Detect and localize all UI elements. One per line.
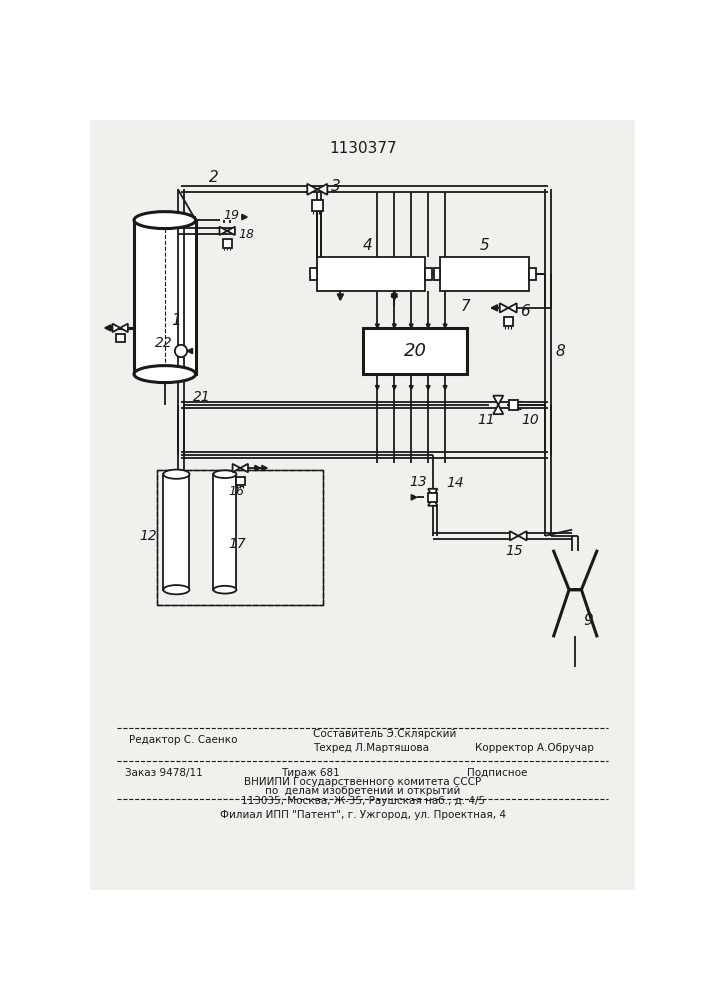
Text: 11: 11 [478, 413, 496, 427]
Polygon shape [493, 405, 503, 414]
Polygon shape [409, 324, 413, 328]
Text: 9: 9 [583, 613, 592, 628]
Text: 19: 19 [223, 209, 240, 222]
Text: Редактор С. Саенко: Редактор С. Саенко [129, 735, 237, 745]
Bar [115, 334, 125, 342]
Text: 113035, Москва, Ж-35, Раушская наб., д. 4/5: 113035, Москва, Ж-35, Раушская наб., д. … [240, 796, 485, 806]
Polygon shape [426, 324, 430, 328]
Text: 20: 20 [404, 342, 427, 360]
Text: 21: 21 [192, 390, 210, 404]
Text: Филиал ИПП "Патент", г. Ужгород, ул. Проектная, 4: Филиал ИПП "Патент", г. Ужгород, ул. Про… [220, 810, 506, 820]
Bar [433, 268, 440, 280]
Bar [134, 220, 196, 374]
Polygon shape [120, 324, 128, 332]
Ellipse shape [134, 212, 196, 229]
Bar [503, 317, 513, 326]
Polygon shape [242, 214, 247, 220]
Polygon shape [262, 465, 267, 471]
Bar [235, 477, 245, 485]
Text: 7: 7 [461, 299, 471, 314]
Ellipse shape [134, 366, 196, 383]
Polygon shape [428, 497, 438, 506]
Polygon shape [308, 184, 317, 195]
Text: 6: 6 [520, 304, 530, 319]
Polygon shape [375, 386, 379, 389]
Text: 3: 3 [331, 179, 341, 194]
Bar [312, 200, 322, 211]
Text: 15: 15 [506, 544, 523, 558]
Text: 16: 16 [228, 485, 245, 498]
Text: 12: 12 [140, 529, 158, 543]
Polygon shape [233, 464, 240, 472]
Polygon shape [443, 324, 447, 328]
Polygon shape [392, 324, 396, 328]
Text: 13: 13 [409, 475, 428, 489]
Text: 17: 17 [229, 536, 247, 550]
Polygon shape [375, 324, 379, 328]
Text: 8: 8 [556, 344, 566, 359]
Bar [529, 268, 536, 280]
Text: 10: 10 [521, 413, 539, 427]
Ellipse shape [163, 470, 189, 479]
Polygon shape [109, 325, 115, 331]
Polygon shape [493, 396, 503, 405]
Text: Подписное: Подписное [467, 768, 528, 778]
Polygon shape [317, 184, 327, 195]
Bar [428, 493, 438, 502]
Polygon shape [219, 227, 227, 235]
Polygon shape [337, 294, 344, 300]
Polygon shape [443, 386, 447, 389]
Bar [440, 257, 529, 291]
Text: 22: 22 [156, 336, 173, 350]
Bar [425, 268, 432, 280]
Text: Техред Л.Мартяшова: Техред Л.Мартяшова [313, 743, 429, 753]
Text: 1130377: 1130377 [329, 141, 397, 156]
Polygon shape [391, 294, 397, 300]
Polygon shape [391, 291, 397, 297]
Text: ВНИИПИ Государственного комитета СССР: ВНИИПИ Государственного комитета СССР [244, 777, 481, 787]
Ellipse shape [214, 470, 236, 478]
Polygon shape [105, 325, 111, 331]
Bar [214, 474, 236, 590]
Polygon shape [428, 489, 438, 497]
Polygon shape [411, 495, 416, 500]
Polygon shape [240, 464, 248, 472]
Bar [163, 474, 189, 590]
Text: 5: 5 [480, 238, 490, 253]
Bar [317, 257, 425, 291]
Text: 14: 14 [447, 476, 464, 490]
Text: 4: 4 [363, 238, 372, 253]
Bar [509, 400, 518, 410]
Polygon shape [227, 227, 235, 235]
Polygon shape [491, 305, 498, 311]
Text: Составитель Э.Склярский: Составитель Э.Склярский [313, 729, 457, 739]
Polygon shape [187, 348, 192, 354]
Text: 18: 18 [238, 228, 254, 241]
Text: Тираж 681: Тираж 681 [281, 768, 340, 778]
Circle shape [175, 345, 187, 357]
Text: по  делам изобретений и открытий: по делам изобретений и открытий [265, 786, 460, 796]
Bar [363, 328, 467, 374]
Polygon shape [510, 531, 518, 540]
Polygon shape [500, 303, 508, 313]
Polygon shape [392, 386, 396, 389]
Polygon shape [426, 386, 430, 389]
Polygon shape [518, 531, 527, 540]
Polygon shape [508, 303, 517, 313]
Text: 1: 1 [171, 313, 181, 328]
Bar [310, 268, 317, 280]
Ellipse shape [214, 586, 236, 594]
Ellipse shape [163, 585, 189, 594]
Polygon shape [409, 386, 413, 389]
Polygon shape [255, 465, 260, 471]
Text: Заказ 9478/11: Заказ 9478/11 [125, 768, 202, 778]
Polygon shape [112, 324, 120, 332]
Text: Корректор А.Обручар: Корректор А.Обручар [475, 743, 594, 753]
Bar [223, 239, 232, 248]
Text: 2: 2 [209, 170, 218, 185]
Bar [157, 470, 322, 605]
